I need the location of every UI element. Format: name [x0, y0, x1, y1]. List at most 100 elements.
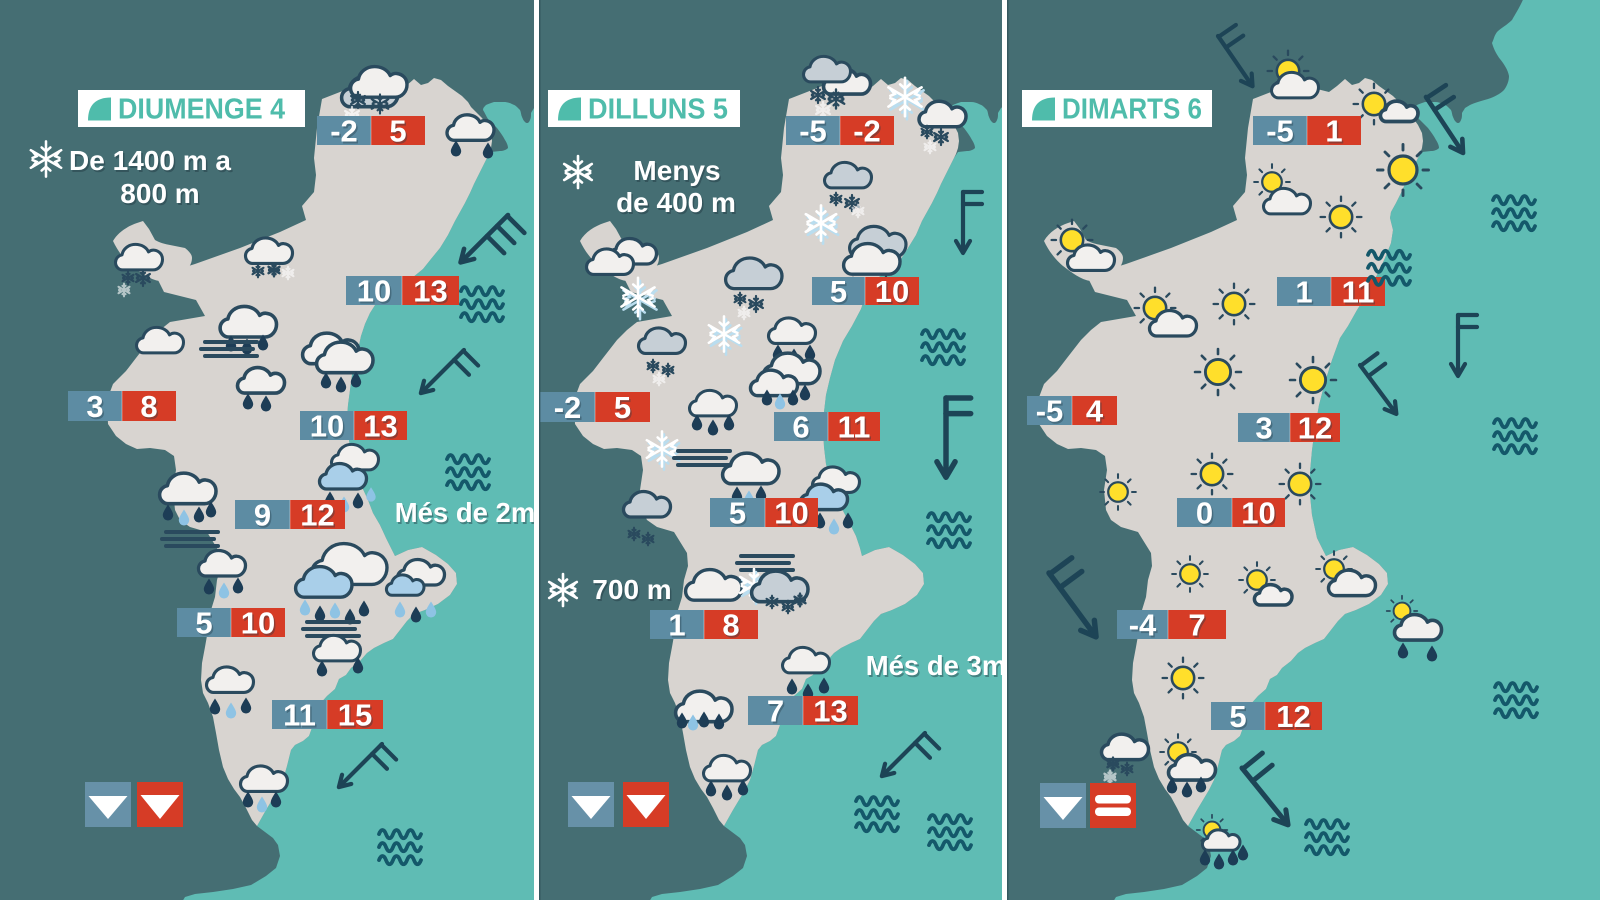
svg-text:5: 5 — [614, 390, 631, 425]
svg-text:11: 11 — [283, 698, 316, 733]
svg-text:Més de 2m: Més de 2m — [395, 497, 536, 528]
svg-text:Més de 2m: Més de 2m — [396, 499, 537, 530]
svg-text:6: 6 — [794, 411, 811, 446]
svg-text:0: 0 — [1196, 496, 1213, 531]
svg-text:4: 4 — [1087, 395, 1105, 430]
svg-text:700 m: 700 m — [592, 574, 671, 605]
svg-text:De 1400 m a: De 1400 m a — [71, 147, 233, 178]
svg-text:-4: -4 — [1129, 608, 1157, 643]
svg-text:1: 1 — [668, 608, 685, 643]
svg-text:DIMARTS 6: DIMARTS 6 — [1062, 94, 1202, 126]
svg-text:5: 5 — [730, 497, 747, 532]
svg-text:12: 12 — [1298, 411, 1332, 446]
svg-text:12: 12 — [1278, 701, 1312, 736]
svg-text:15: 15 — [338, 698, 372, 733]
svg-text:10: 10 — [1243, 497, 1277, 532]
svg-text:6: 6 — [792, 410, 809, 445]
svg-text:Menys: Menys — [633, 155, 720, 186]
svg-text:700 m: 700 m — [594, 576, 673, 607]
svg-text:-2: -2 — [330, 114, 358, 149]
svg-text:5: 5 — [831, 276, 848, 311]
svg-text:12: 12 — [1299, 412, 1333, 447]
svg-text:800 m: 800 m — [120, 178, 199, 209]
svg-text:Més de 3m: Més de 3m — [866, 650, 1007, 681]
svg-text:10: 10 — [357, 274, 391, 309]
svg-text:DIUMENGE 4: DIUMENGE 4 — [118, 94, 285, 126]
svg-text:10: 10 — [311, 410, 345, 445]
svg-text:10: 10 — [242, 607, 276, 642]
svg-text:15: 15 — [339, 699, 373, 734]
svg-text:10: 10 — [310, 409, 344, 444]
svg-text:Menys: Menys — [635, 157, 722, 188]
svg-text:9: 9 — [255, 499, 272, 534]
svg-text:5: 5 — [1231, 701, 1248, 736]
svg-text:7: 7 — [768, 695, 785, 730]
svg-text:10: 10 — [776, 497, 810, 532]
svg-text:13: 13 — [415, 275, 449, 310]
svg-text:10: 10 — [875, 274, 909, 309]
svg-text:800 m: 800 m — [122, 180, 201, 211]
svg-text:0: 0 — [1197, 497, 1214, 532]
svg-text:13: 13 — [363, 409, 397, 444]
svg-text:10: 10 — [358, 275, 392, 310]
svg-text:-5: -5 — [1266, 114, 1294, 149]
svg-text:10: 10 — [774, 496, 808, 531]
svg-text:11: 11 — [838, 410, 871, 445]
svg-text:1: 1 — [1327, 115, 1344, 150]
svg-text:12: 12 — [300, 498, 334, 533]
svg-text:3: 3 — [1257, 412, 1274, 447]
svg-text:-2: -2 — [555, 392, 583, 427]
svg-text:Més de 3m: Més de 3m — [867, 652, 1008, 683]
svg-text:12: 12 — [302, 499, 336, 534]
svg-text:13: 13 — [413, 274, 447, 309]
svg-text:13: 13 — [813, 694, 847, 729]
svg-text:5: 5 — [389, 114, 406, 149]
svg-text:5: 5 — [195, 606, 212, 641]
svg-text:5: 5 — [615, 392, 632, 427]
svg-text:12: 12 — [1276, 699, 1310, 734]
svg-text:7: 7 — [767, 694, 784, 729]
svg-text:5: 5 — [197, 607, 214, 642]
svg-text:13: 13 — [815, 695, 849, 730]
svg-text:1: 1 — [1295, 275, 1312, 310]
svg-text:11: 11 — [1343, 276, 1376, 311]
svg-text:de 400 m: de 400 m — [616, 187, 736, 218]
svg-text:1: 1 — [1297, 276, 1314, 311]
svg-text:7: 7 — [1190, 609, 1207, 644]
svg-text:10: 10 — [876, 276, 910, 311]
svg-text:-5: -5 — [1037, 395, 1065, 430]
svg-text:DILLUNS 5: DILLUNS 5 — [588, 94, 728, 126]
svg-text:-4: -4 — [1130, 609, 1158, 644]
svg-text:De 1400 m a: De 1400 m a — [69, 145, 231, 176]
svg-text:-2: -2 — [554, 390, 582, 425]
svg-text:-5: -5 — [799, 114, 827, 149]
svg-text:8: 8 — [722, 608, 739, 643]
svg-text:de 400 m: de 400 m — [618, 189, 738, 220]
svg-text:11: 11 — [839, 411, 872, 446]
svg-text:11: 11 — [285, 699, 318, 734]
svg-text:9: 9 — [254, 498, 271, 533]
svg-text:3: 3 — [88, 391, 105, 426]
svg-text:10: 10 — [241, 606, 275, 641]
svg-text:4: 4 — [1086, 394, 1104, 429]
svg-text:-2: -2 — [853, 114, 881, 149]
svg-text:5: 5 — [391, 115, 408, 150]
svg-text:8: 8 — [724, 609, 741, 644]
svg-text:10: 10 — [1241, 496, 1275, 531]
svg-text:1: 1 — [1325, 114, 1342, 149]
svg-text:-2: -2 — [855, 115, 883, 150]
svg-text:8: 8 — [140, 389, 157, 424]
svg-text:-5: -5 — [1036, 394, 1064, 429]
svg-text:5: 5 — [729, 496, 746, 531]
svg-text:5: 5 — [830, 274, 847, 309]
svg-text:-2: -2 — [332, 115, 360, 150]
svg-text:1: 1 — [670, 609, 687, 644]
svg-text:-5: -5 — [801, 115, 829, 150]
svg-text:5: 5 — [1229, 699, 1246, 734]
svg-text:13: 13 — [365, 410, 399, 445]
svg-text:-5: -5 — [1268, 115, 1296, 150]
svg-text:3: 3 — [86, 389, 103, 424]
svg-text:8: 8 — [142, 391, 159, 426]
svg-text:3: 3 — [1255, 411, 1272, 446]
svg-text:7: 7 — [1188, 608, 1205, 643]
